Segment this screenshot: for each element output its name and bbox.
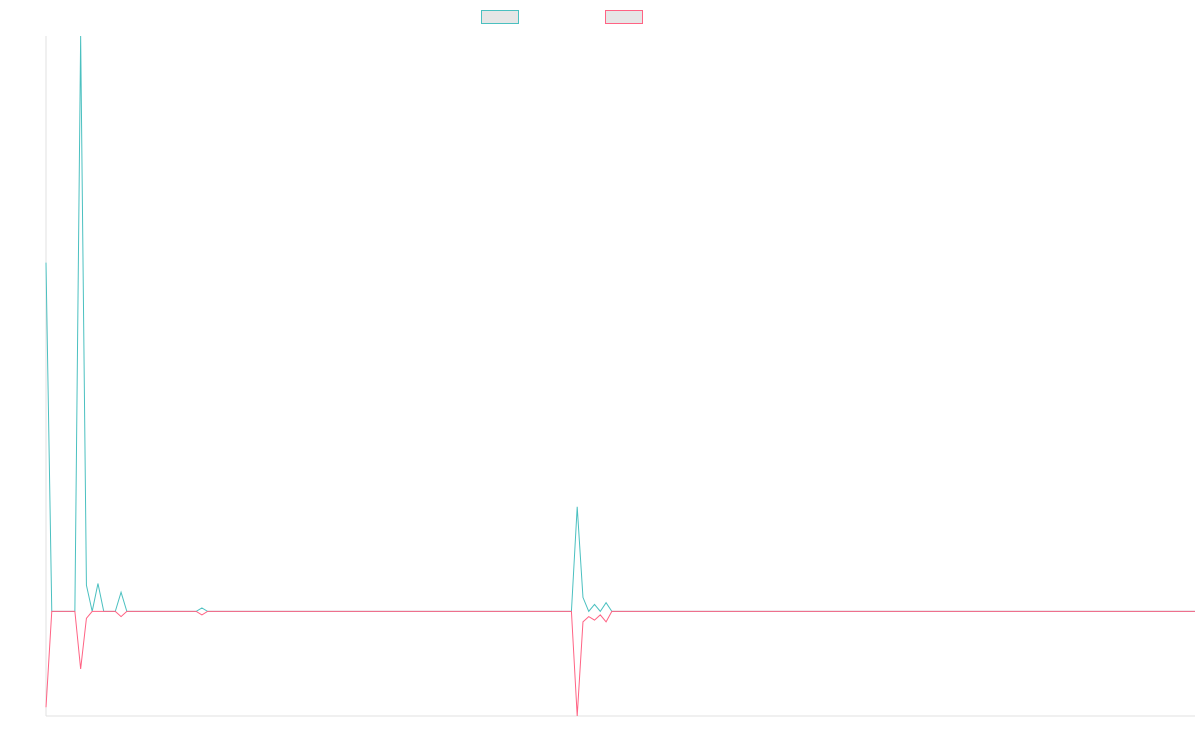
legend-swatch-series-1: [481, 10, 519, 24]
series-1-line: [45, 35, 1195, 613]
legend-item-series-1[interactable]: [481, 10, 525, 24]
legend-swatch-series-2: [605, 10, 643, 24]
series-2-line: [45, 610, 1195, 717]
legend-item-series-2[interactable]: [605, 10, 649, 24]
legend: [0, 10, 1200, 26]
